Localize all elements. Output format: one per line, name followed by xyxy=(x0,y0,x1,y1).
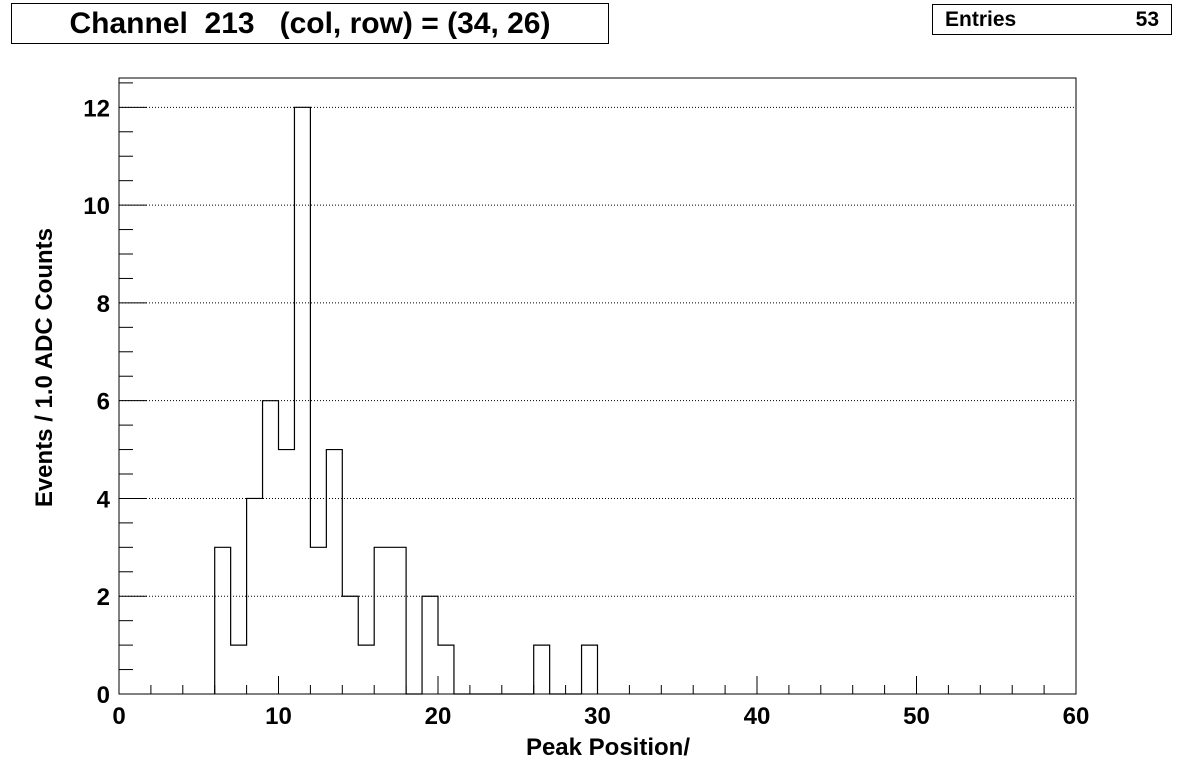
histogram-bin xyxy=(342,596,358,694)
x-axis: 0 10 20 30 40 50 60 xyxy=(112,676,1089,730)
histogram-bin xyxy=(263,401,279,694)
x-tick-label: 60 xyxy=(1063,703,1090,730)
histogram-bin xyxy=(358,645,374,694)
histogram-bin xyxy=(231,645,247,694)
y-tick-label: 8 xyxy=(97,291,110,318)
title-box: Channel 213 (col, row) = (34, 26) xyxy=(11,3,609,44)
histogram-bin xyxy=(326,450,342,694)
y-tick-label: 2 xyxy=(97,584,110,611)
histogram-bin xyxy=(374,547,390,694)
histogram-bin xyxy=(215,547,231,694)
x-tick-label: 0 xyxy=(112,703,125,730)
histogram-bin xyxy=(390,547,406,694)
x-tick-label: 50 xyxy=(903,703,930,730)
x-tick-label: 10 xyxy=(265,703,292,730)
y-tick-label: 12 xyxy=(83,95,110,122)
histogram-outline xyxy=(214,106,599,695)
stats-entries-value: 53 xyxy=(1135,7,1159,31)
y-tick-label: 6 xyxy=(97,389,110,416)
y-tick-label: 4 xyxy=(97,486,111,513)
y-axis: 0 2 4 6 8 10 12 xyxy=(83,82,147,709)
histogram-bin xyxy=(534,645,550,694)
y-axis-title: Events / 1.0 ADC Counts xyxy=(31,228,58,507)
histogram-bin xyxy=(310,547,326,694)
x-tick-label: 30 xyxy=(584,703,611,730)
histogram-bin xyxy=(279,450,295,694)
chart-title: Channel 213 (col, row) = (34, 26) xyxy=(69,6,551,40)
histogram-outline-layer xyxy=(214,106,599,695)
x-tick-label: 40 xyxy=(744,703,771,730)
stats-box: Entries 53 xyxy=(932,4,1172,35)
x-axis-title: Peak Position/ xyxy=(526,734,690,761)
plot-frame xyxy=(118,77,1077,695)
y-tick-label: 10 xyxy=(83,193,110,220)
y-tick-label: 0 xyxy=(97,682,110,709)
histogram-bin xyxy=(438,645,454,694)
stats-entries-label: Entries xyxy=(945,7,1017,31)
histogram-bin xyxy=(422,596,438,694)
histogram-bin xyxy=(582,645,598,694)
x-tick-label: 20 xyxy=(425,703,452,730)
grid-layer xyxy=(119,106,1076,597)
